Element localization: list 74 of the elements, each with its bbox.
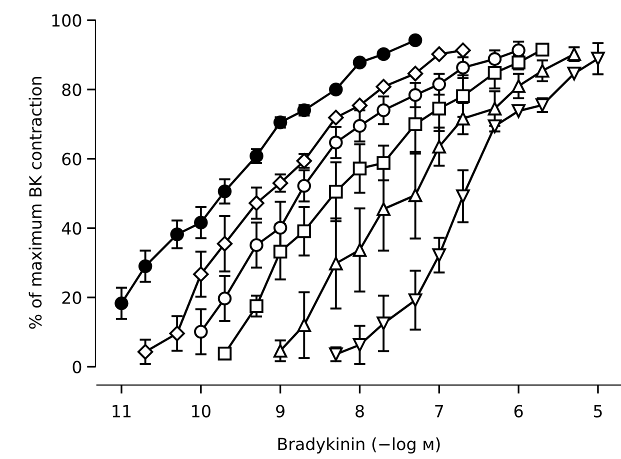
x-tick-label: 8 bbox=[356, 404, 364, 418]
point bbox=[250, 299, 264, 313]
point bbox=[512, 104, 526, 118]
point bbox=[273, 220, 288, 235]
point bbox=[376, 78, 392, 95]
point bbox=[218, 346, 232, 360]
point bbox=[408, 293, 422, 308]
x-tick-label: 7 bbox=[435, 405, 444, 418]
point bbox=[408, 188, 422, 202]
x-tick-label: 6 bbox=[514, 404, 523, 418]
point bbox=[297, 178, 312, 193]
point bbox=[591, 52, 605, 66]
y-tick-label: 60 bbox=[62, 152, 82, 166]
point bbox=[432, 248, 446, 262]
point bbox=[352, 119, 367, 133]
point bbox=[536, 42, 550, 57]
point bbox=[352, 243, 367, 257]
y-tick-label: 80 bbox=[62, 83, 82, 96]
point bbox=[170, 227, 184, 242]
point bbox=[297, 318, 312, 332]
point bbox=[169, 326, 185, 342]
point bbox=[407, 66, 424, 82]
x-axis-title: Bradykinin (−log м) bbox=[278, 437, 440, 454]
point bbox=[432, 102, 446, 116]
point bbox=[512, 79, 526, 93]
point bbox=[329, 184, 343, 199]
point bbox=[512, 43, 526, 58]
y-tick-label: 20 bbox=[62, 291, 82, 304]
point bbox=[273, 344, 288, 358]
point bbox=[376, 103, 390, 118]
point bbox=[456, 189, 470, 204]
point bbox=[193, 266, 209, 282]
y-tick-label: 100 bbox=[52, 14, 82, 27]
point bbox=[376, 202, 390, 216]
point bbox=[488, 52, 502, 66]
y-axis-title: % of maximum BK contraction bbox=[28, 77, 42, 329]
point bbox=[216, 236, 233, 252]
point bbox=[297, 224, 312, 238]
point bbox=[352, 56, 367, 70]
x-tick-label: 9 bbox=[276, 404, 284, 418]
point bbox=[352, 162, 367, 176]
point bbox=[408, 117, 422, 132]
point bbox=[114, 296, 128, 310]
x-tick-label: 10 bbox=[192, 404, 210, 418]
point bbox=[376, 47, 390, 62]
point bbox=[431, 46, 447, 62]
y-tick-label: 0 bbox=[72, 360, 82, 374]
point bbox=[352, 98, 368, 114]
y-tick-label: 40 bbox=[62, 222, 82, 235]
point bbox=[137, 344, 154, 360]
point bbox=[138, 259, 152, 274]
point bbox=[432, 77, 446, 92]
point bbox=[432, 140, 446, 154]
point bbox=[488, 66, 502, 80]
point bbox=[194, 216, 208, 230]
x-tick-label: 5 bbox=[594, 405, 602, 418]
point bbox=[218, 184, 232, 198]
point bbox=[408, 33, 422, 48]
point bbox=[376, 156, 390, 170]
point bbox=[456, 89, 470, 103]
point bbox=[328, 110, 344, 126]
point bbox=[455, 42, 471, 58]
point bbox=[329, 82, 343, 96]
point bbox=[536, 64, 550, 78]
point bbox=[329, 256, 343, 270]
point bbox=[273, 244, 288, 259]
point bbox=[218, 292, 232, 306]
point bbox=[248, 195, 264, 212]
point bbox=[408, 88, 422, 102]
point bbox=[194, 324, 208, 339]
x-tick-label: 11 bbox=[112, 405, 131, 418]
point bbox=[567, 66, 582, 80]
point bbox=[329, 136, 343, 150]
point bbox=[250, 238, 264, 252]
